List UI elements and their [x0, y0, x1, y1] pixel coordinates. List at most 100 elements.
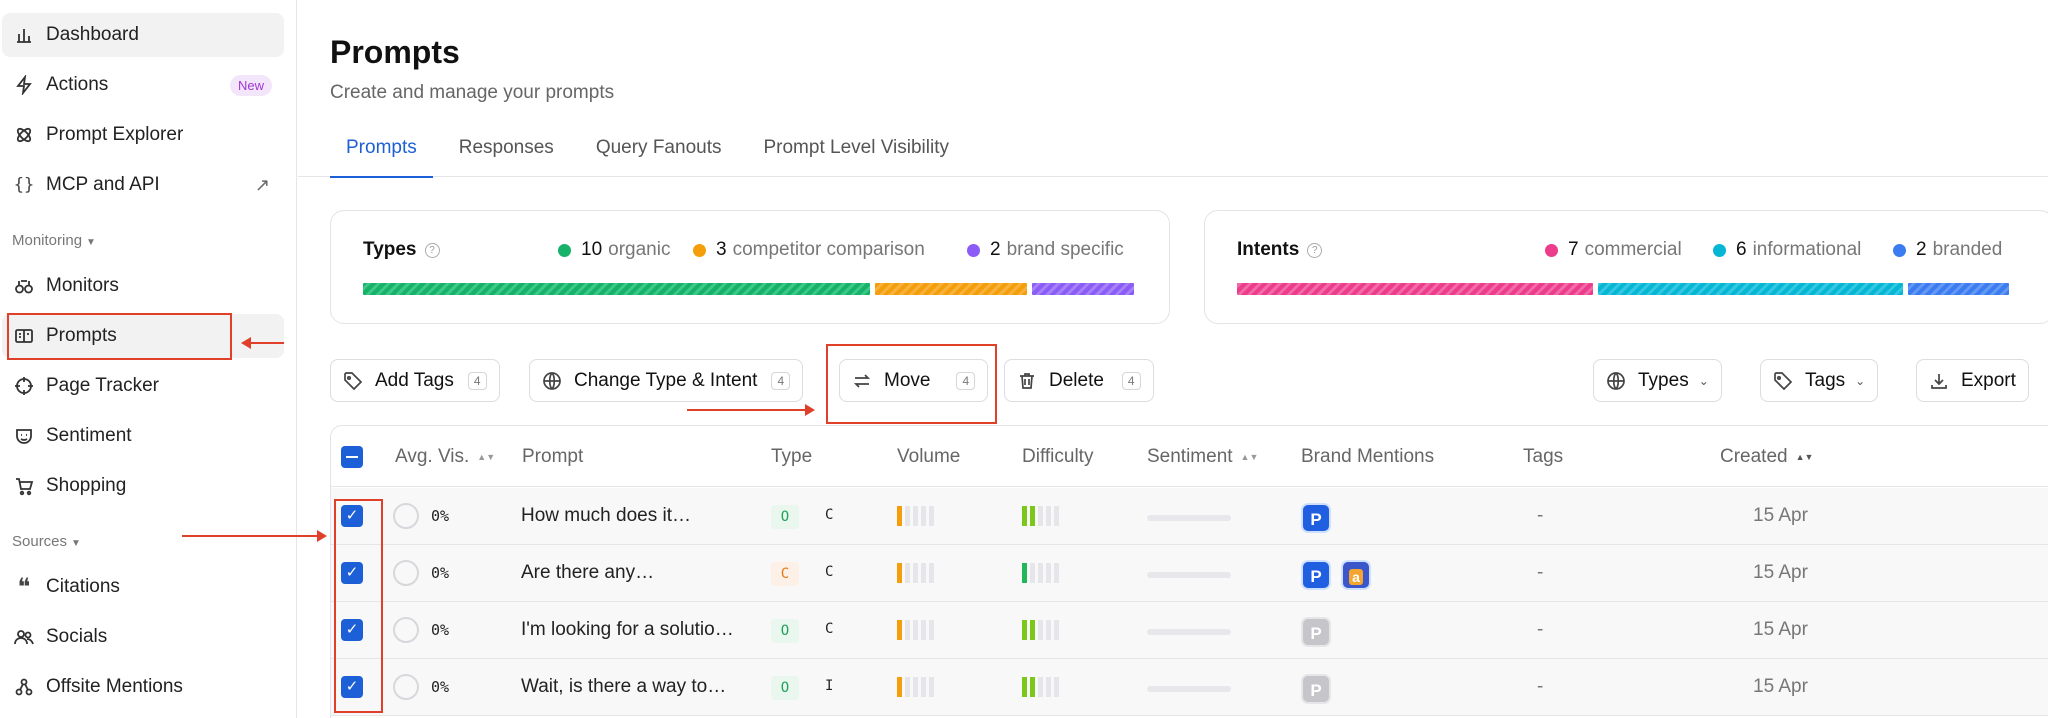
brand-logo-icon: P	[1301, 617, 1331, 647]
types-bar-competitor	[875, 283, 1027, 295]
sidebar-item-prompt-explorer[interactable]: Prompt Explorer	[2, 113, 284, 157]
annotation-arrow	[687, 409, 805, 411]
button-label: Move	[884, 369, 931, 391]
help-icon[interactable]: ?	[1307, 243, 1323, 258]
sidebar-item-citations[interactable]: ❝ Citations	[2, 565, 284, 609]
types-bar-organic	[363, 283, 870, 295]
sort-icon: ▲▼	[1795, 452, 1814, 462]
tab-bar: Prompts Responses Query Fanouts Prompt L…	[330, 132, 2048, 178]
table-row[interactable]: ✓ 0% I'm looking for a solutio… O C P - …	[331, 602, 2048, 659]
sidebar-item-monitors[interactable]: Monitors	[2, 264, 284, 308]
section-label: Monitoring	[12, 232, 83, 249]
tab-query-fanouts[interactable]: Query Fanouts	[595, 137, 722, 158]
header-tags: Tags	[1523, 446, 1563, 468]
legend-competitor-comparison: 3 competitor comparison	[693, 239, 925, 261]
change-type-intent-button[interactable]: Change Type & Intent 4	[529, 359, 804, 402]
sidebar-item-dashboard[interactable]: Dashboard	[2, 13, 284, 57]
sidebar-item-prompts[interactable]: Prompts	[2, 314, 284, 358]
intents-bar-informational	[1598, 283, 1903, 295]
add-tags-button[interactable]: Add Tags 4	[330, 359, 500, 402]
help-icon[interactable]: ?	[424, 243, 440, 258]
delete-button[interactable]: Delete 4	[1004, 359, 1154, 402]
tab-prompts[interactable]: Prompts	[330, 132, 433, 178]
highlight-box-checkboxes	[334, 499, 383, 713]
atom-icon	[12, 123, 36, 147]
legend-branded: 2 branded	[1893, 239, 2002, 261]
created-date: 15 Apr	[1753, 562, 1808, 583]
legend-count: 3	[716, 239, 727, 260]
cart-icon	[12, 474, 36, 498]
card-title-text: Types	[363, 239, 417, 260]
tab-prompt-level-visibility[interactable]: Prompt Level Visibility	[763, 137, 949, 158]
sidebar-item-label: Socials	[46, 626, 108, 647]
table-row[interactable]: ✓ 0% Are there any… C C P a - 15 Apr	[331, 545, 2048, 602]
tags-filter-button[interactable]: Tags ⌄	[1760, 359, 1879, 402]
annotation-arrow-head	[241, 337, 251, 349]
lightning-icon	[12, 73, 36, 97]
main-content: Prompts Create and manage your prompts P…	[298, 0, 2048, 718]
legend-organic: 10 organic	[558, 239, 670, 261]
section-monitoring[interactable]: Monitoring ▼	[12, 232, 96, 249]
quote-icon: ❝	[17, 573, 31, 601]
tab-responses[interactable]: Responses	[458, 137, 554, 158]
tabs-divider	[298, 176, 2048, 177]
section-label: Sources	[12, 533, 68, 550]
legend-label: informational	[1752, 239, 1862, 260]
tags-value: -	[1537, 562, 1544, 583]
count-badge: 4	[771, 371, 791, 390]
sidebar-item-label: Prompts	[46, 325, 117, 346]
intent-letter: C	[825, 564, 834, 580]
sidebar-item-page-tracker[interactable]: Page Tracker	[2, 364, 284, 408]
table-row[interactable]: ✓ 0% How much does it… O C P - 15 Apr	[331, 488, 2048, 545]
header-sentiment[interactable]: Sentiment ▲▼	[1147, 446, 1258, 468]
move-button[interactable]: Move 4	[839, 359, 989, 402]
sidebar-item-actions[interactable]: Actions New	[2, 63, 284, 107]
button-label: Add Tags	[375, 369, 454, 391]
header-brand-mentions: Brand Mentions	[1301, 446, 1434, 468]
prompt-text[interactable]: How much does it…	[521, 505, 692, 526]
row-checkbox[interactable]: ✓	[341, 562, 363, 584]
row-checkbox[interactable]: ✓	[341, 676, 363, 698]
difficulty-bars	[1022, 563, 1059, 583]
select-all-checkbox[interactable]	[341, 446, 363, 468]
legend-dot	[1545, 243, 1558, 257]
sidebar-item-mcp-api[interactable]: {} MCP and API ↗	[2, 163, 284, 207]
annotation-arrow-head	[805, 404, 815, 416]
annotation-arrow-head	[317, 530, 327, 542]
count-badge: 4	[956, 371, 976, 390]
prompt-text[interactable]: Wait, is there a way to…	[521, 676, 727, 697]
table-row[interactable]: ✓ 0% Wait, is there a way to… O I P - 15…	[331, 659, 2048, 716]
sidebar-item-shopping[interactable]: Shopping	[2, 464, 284, 508]
header-label: Prompt	[522, 446, 584, 467]
export-button[interactable]: Export	[1916, 359, 2029, 402]
prompt-text[interactable]: Are there any…	[521, 562, 655, 583]
type-chip: O	[771, 676, 799, 700]
row-checkbox[interactable]: ✓	[341, 619, 363, 641]
intent-letter: C	[825, 507, 834, 523]
types-filter-button[interactable]: Types ⌄	[1593, 359, 1722, 402]
sidebar-item-sentiment[interactable]: Sentiment	[2, 414, 284, 458]
legend-count: 10	[581, 239, 603, 260]
avg-vis-value: 0%	[431, 507, 450, 525]
header-prompt: Prompt	[522, 446, 583, 468]
header-created[interactable]: Created ▲▼	[1720, 446, 1813, 468]
sidebar-item-offsite-mentions[interactable]: Offsite Mentions	[2, 665, 284, 709]
legend-informational: 6 informational	[1713, 239, 1861, 261]
button-label: Tags	[1805, 369, 1846, 391]
header-avg-vis[interactable]: Avg. Vis. ▲▼	[395, 446, 495, 468]
avg-vis-value: 0%	[431, 621, 450, 639]
download-icon	[1931, 373, 1947, 389]
intent-letter: I	[825, 678, 834, 694]
prompt-text[interactable]: I'm looking for a solutio…	[521, 619, 734, 640]
section-sources[interactable]: Sources ▼	[12, 533, 81, 550]
sidebar-item-socials[interactable]: Socials	[2, 615, 284, 659]
header-label: Brand Mentions	[1301, 446, 1435, 467]
sidebar-item-label: MCP and API	[46, 174, 160, 195]
highlight-box-move	[826, 344, 997, 424]
row-checkbox[interactable]: ✓	[341, 505, 363, 527]
button-label: Change Type & Intent	[574, 369, 758, 391]
tag-icon	[1774, 371, 1793, 390]
sentiment-bar	[1147, 572, 1231, 578]
header-label: Type	[771, 446, 813, 467]
legend-label: brand specific	[1006, 239, 1124, 260]
